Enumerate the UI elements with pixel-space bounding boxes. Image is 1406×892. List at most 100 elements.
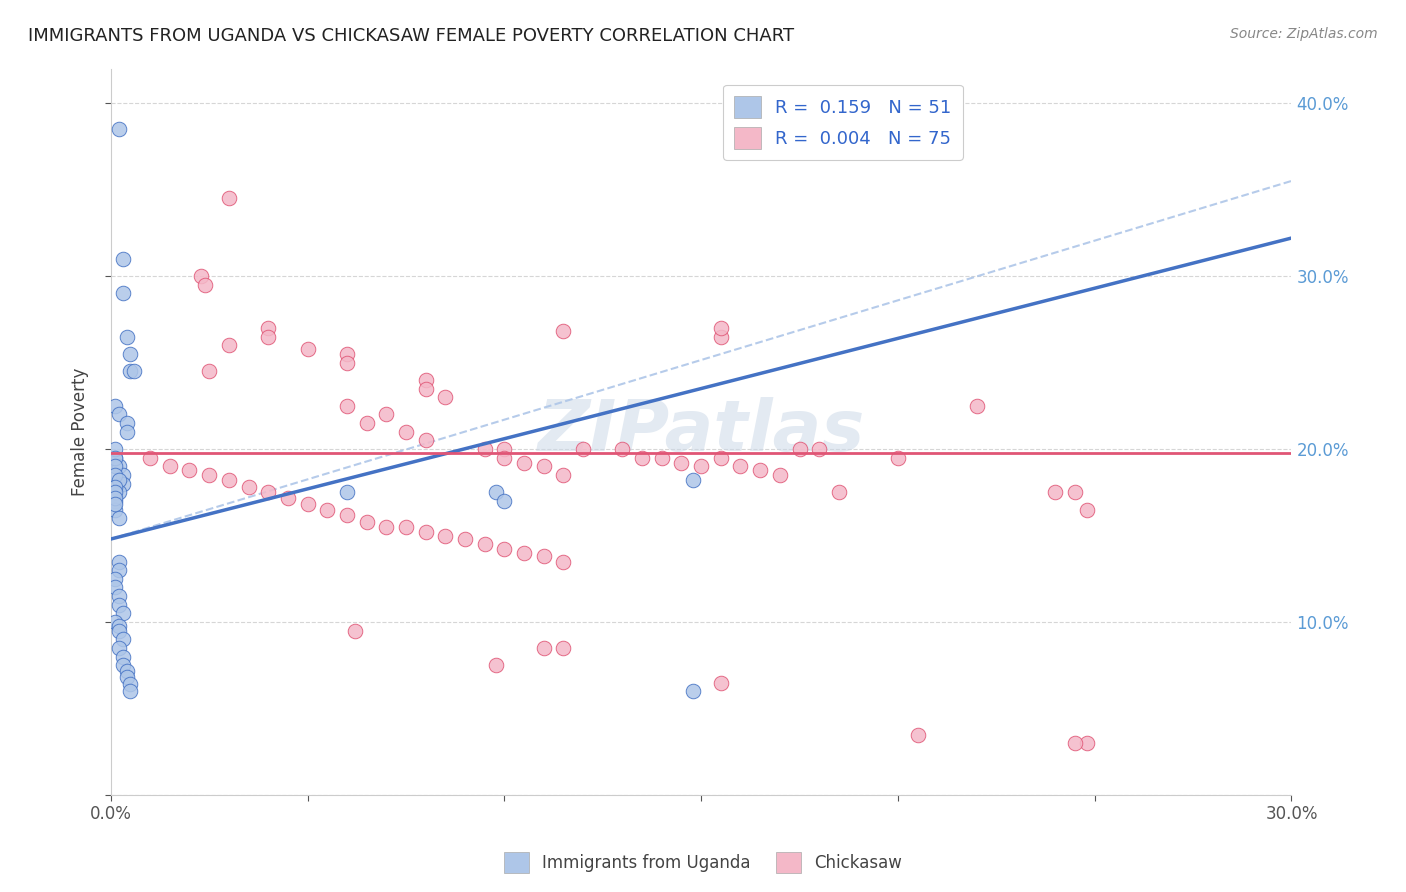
- Point: [690, 459, 713, 474]
- Point: [218, 473, 240, 487]
- Point: [238, 480, 260, 494]
- Point: [115, 670, 138, 684]
- Point: [115, 664, 138, 678]
- Point: [104, 491, 127, 505]
- Y-axis label: Female Poverty: Female Poverty: [72, 368, 89, 496]
- Point: [104, 572, 127, 586]
- Point: [415, 382, 437, 396]
- Point: [111, 607, 134, 621]
- Point: [104, 615, 127, 629]
- Point: [139, 450, 162, 465]
- Point: [257, 485, 280, 500]
- Point: [104, 581, 127, 595]
- Point: [107, 459, 129, 474]
- Point: [533, 640, 555, 655]
- Point: [107, 563, 129, 577]
- Point: [104, 442, 127, 456]
- Point: [336, 399, 359, 413]
- Point: [115, 416, 138, 430]
- Point: [115, 329, 138, 343]
- Point: [111, 476, 134, 491]
- Point: [218, 338, 240, 352]
- Legend: Immigrants from Uganda, Chickasaw: Immigrants from Uganda, Chickasaw: [498, 846, 908, 880]
- Point: [710, 329, 733, 343]
- Point: [553, 555, 575, 569]
- Point: [297, 342, 319, 356]
- Point: [749, 463, 772, 477]
- Point: [612, 442, 634, 456]
- Point: [485, 658, 508, 673]
- Point: [107, 511, 129, 525]
- Point: [297, 498, 319, 512]
- Point: [104, 450, 127, 465]
- Point: [553, 640, 575, 655]
- Point: [336, 355, 359, 369]
- Point: [111, 286, 134, 301]
- Point: [375, 520, 398, 534]
- Point: [494, 542, 516, 557]
- Point: [887, 450, 910, 465]
- Point: [194, 277, 217, 292]
- Point: [104, 485, 127, 500]
- Point: [631, 450, 654, 465]
- Point: [572, 442, 595, 456]
- Point: [336, 508, 359, 522]
- Point: [434, 390, 457, 404]
- Point: [494, 442, 516, 456]
- Point: [111, 632, 134, 647]
- Point: [395, 425, 418, 439]
- Point: [356, 416, 378, 430]
- Legend: R =  0.159   N = 51, R =  0.004   N = 75: R = 0.159 N = 51, R = 0.004 N = 75: [723, 85, 963, 160]
- Point: [111, 649, 134, 664]
- Point: [336, 485, 359, 500]
- Text: ZIPatlas: ZIPatlas: [537, 397, 865, 467]
- Point: [198, 468, 221, 483]
- Point: [710, 450, 733, 465]
- Point: [257, 329, 280, 343]
- Point: [107, 624, 129, 638]
- Point: [553, 468, 575, 483]
- Point: [336, 347, 359, 361]
- Point: [356, 515, 378, 529]
- Point: [494, 450, 516, 465]
- Point: [179, 463, 201, 477]
- Point: [828, 485, 851, 500]
- Point: [107, 122, 129, 136]
- Point: [111, 658, 134, 673]
- Point: [104, 498, 127, 512]
- Text: IMMIGRANTS FROM UGANDA VS CHICKASAW FEMALE POVERTY CORRELATION CHART: IMMIGRANTS FROM UGANDA VS CHICKASAW FEMA…: [28, 27, 794, 45]
- Point: [107, 485, 129, 500]
- Point: [107, 589, 129, 603]
- Point: [710, 321, 733, 335]
- Point: [375, 408, 398, 422]
- Point: [730, 459, 752, 474]
- Point: [120, 364, 142, 378]
- Point: [710, 675, 733, 690]
- Point: [415, 525, 437, 540]
- Point: [124, 364, 146, 378]
- Point: [257, 321, 280, 335]
- Point: [111, 252, 134, 266]
- Point: [1045, 485, 1067, 500]
- Point: [485, 485, 508, 500]
- Point: [769, 468, 792, 483]
- Point: [395, 520, 418, 534]
- Point: [115, 425, 138, 439]
- Point: [682, 684, 704, 698]
- Point: [671, 456, 693, 470]
- Point: [198, 364, 221, 378]
- Point: [107, 640, 129, 655]
- Point: [966, 399, 988, 413]
- Point: [107, 473, 129, 487]
- Point: [107, 598, 129, 612]
- Point: [343, 624, 366, 638]
- Point: [120, 684, 142, 698]
- Point: [454, 532, 477, 546]
- Point: [651, 450, 673, 465]
- Point: [111, 468, 134, 483]
- Point: [553, 325, 575, 339]
- Text: Source: ZipAtlas.com: Source: ZipAtlas.com: [1230, 27, 1378, 41]
- Point: [104, 459, 127, 474]
- Point: [415, 373, 437, 387]
- Point: [104, 468, 127, 483]
